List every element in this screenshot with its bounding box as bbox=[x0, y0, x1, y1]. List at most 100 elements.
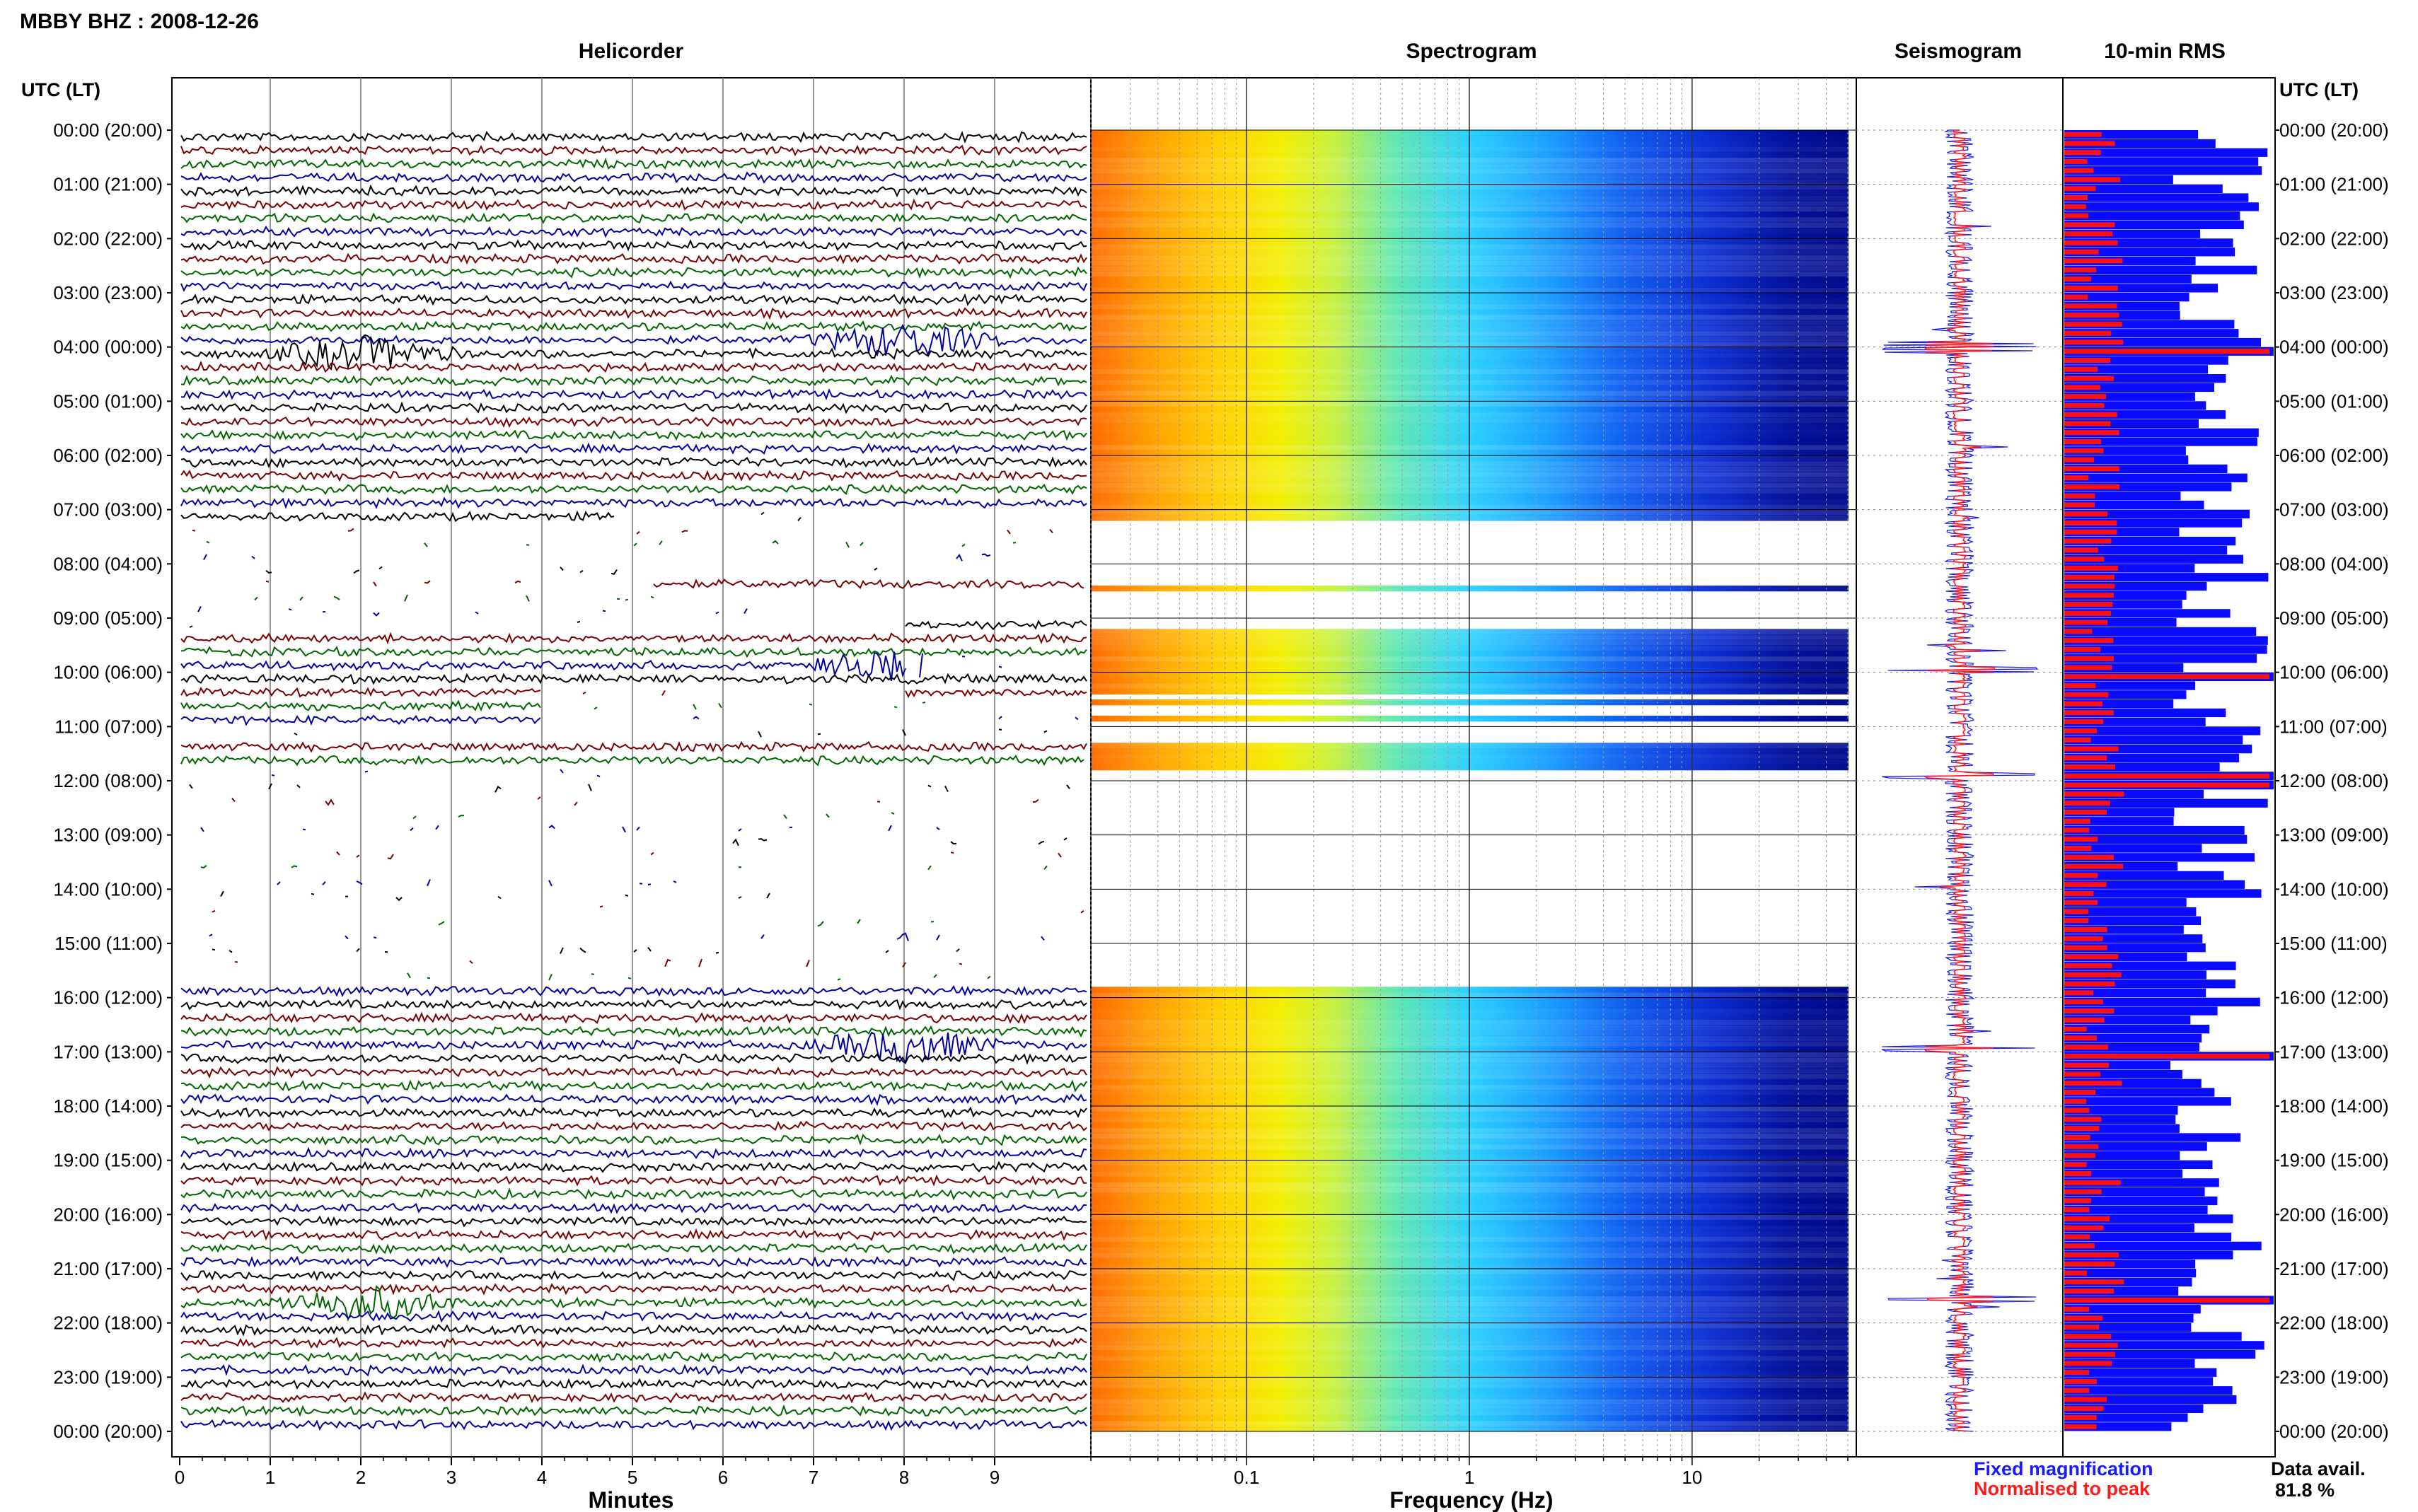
rms-bar-normalised bbox=[2064, 610, 2111, 616]
spectrogram-row bbox=[1092, 1052, 1849, 1058]
rms-bar-normalised bbox=[2064, 755, 2107, 761]
helicorder-trace bbox=[180, 1025, 1087, 1038]
rms-bar-fixed bbox=[2064, 844, 2202, 853]
rms-bar-normalised bbox=[2064, 231, 2113, 237]
rms-bar-normalised bbox=[2064, 1397, 2107, 1402]
rms-bar-normalised bbox=[2064, 1134, 2090, 1140]
rms-bar-normalised bbox=[2064, 1098, 2087, 1104]
spectrogram-row bbox=[1092, 412, 1849, 418]
spectrogram-row bbox=[1092, 342, 1849, 348]
spectrogram-row bbox=[1092, 1279, 1849, 1286]
hour-label-left: 17:00 (13:00) bbox=[53, 1041, 163, 1062]
spectrogram-row bbox=[1092, 1198, 1849, 1204]
spectrogram-row bbox=[1092, 184, 1849, 190]
rms-bar-normalised bbox=[2064, 339, 2124, 345]
helicorder-trace bbox=[180, 442, 1087, 455]
spectrogram-row bbox=[1092, 1122, 1849, 1129]
spectrogram-row bbox=[1092, 179, 1849, 185]
data-availability-value: 81.8 % bbox=[2275, 1479, 2335, 1501]
hour-label-right: 00:00 (20:00) bbox=[2279, 120, 2389, 141]
hour-label-right: 04:00 (00:00) bbox=[2279, 337, 2389, 358]
helicorder-trace bbox=[180, 470, 1087, 482]
spectrogram-row bbox=[1092, 141, 1849, 147]
minutes-tick-label: 6 bbox=[718, 1467, 728, 1488]
spectrogram-row bbox=[1092, 753, 1849, 760]
rms-bar-fixed bbox=[2064, 166, 2262, 175]
rms-bar-normalised bbox=[2064, 141, 2115, 146]
rms-bar-normalised bbox=[2064, 1234, 2090, 1240]
helicorder-trace bbox=[180, 144, 1087, 156]
rms-bar-fixed bbox=[2064, 265, 2257, 274]
rms-bar-normalised bbox=[2064, 809, 2107, 815]
rms-bar-normalised bbox=[2064, 1216, 2110, 1221]
spectrogram-row bbox=[1092, 157, 1849, 163]
rms-bar-normalised bbox=[2064, 927, 2107, 932]
spectrogram-row bbox=[1092, 1155, 1849, 1161]
rms-bar-normalised bbox=[2064, 358, 2111, 363]
rms-bar-normalised bbox=[2064, 213, 2089, 219]
helicorder-trace bbox=[180, 307, 1087, 320]
spectrogram-row bbox=[1092, 374, 1849, 380]
rms-bar-fixed bbox=[2064, 1106, 2178, 1115]
rms-bar-fixed bbox=[2064, 383, 2214, 392]
helicorder-trace bbox=[180, 1106, 1087, 1119]
hour-label-right: 12:00 (08:00) bbox=[2279, 770, 2389, 791]
hour-label-left: 18:00 (14:00) bbox=[53, 1095, 163, 1117]
spectrogram-row bbox=[1092, 260, 1849, 267]
hour-label-right: 18:00 (14:00) bbox=[2279, 1095, 2389, 1117]
hour-label-left: 16:00 (12:00) bbox=[53, 987, 163, 1008]
rms-bar-normalised bbox=[2064, 484, 2120, 489]
hour-label-right: 20:00 (16:00) bbox=[2279, 1204, 2389, 1225]
minutes-tick-label: 3 bbox=[446, 1467, 456, 1488]
rms-bar-normalised bbox=[2064, 737, 2091, 743]
hour-label-right: 06:00 (02:00) bbox=[2279, 445, 2389, 466]
spectrogram-row bbox=[1092, 255, 1849, 261]
rms-bar-fixed bbox=[2064, 871, 2224, 880]
frequency-tick-label: 1 bbox=[1464, 1467, 1474, 1488]
rms-bar-fixed bbox=[2064, 455, 2189, 465]
rms-bar-fixed bbox=[2064, 1133, 2241, 1142]
helicorder-trace bbox=[180, 293, 1087, 306]
rms-bar-fixed bbox=[2064, 1269, 2197, 1278]
rms-bar-normalised bbox=[2064, 1180, 2121, 1185]
spectrogram-row bbox=[1092, 379, 1849, 385]
rms-bar-fixed bbox=[2064, 627, 2257, 636]
spectrogram-row bbox=[1092, 1149, 1849, 1156]
hour-label-left: 20:00 (16:00) bbox=[53, 1204, 163, 1225]
rms-bar-fixed bbox=[2064, 202, 2259, 211]
rms-bar-normalised bbox=[2064, 1071, 2100, 1077]
spectrogram-row bbox=[1092, 1090, 1849, 1096]
helicorder-trace bbox=[180, 1323, 1087, 1337]
helicorder-trace bbox=[180, 239, 1087, 252]
rms-bar-normalised bbox=[2064, 963, 2112, 969]
minutes-tick-label: 5 bbox=[627, 1467, 637, 1488]
spectrogram-row bbox=[1092, 228, 1849, 234]
hour-label-left: 08:00 (04:00) bbox=[53, 553, 163, 574]
rms-bar-fixed bbox=[2064, 554, 2243, 564]
hour-label-right: 16:00 (12:00) bbox=[2279, 987, 2389, 1008]
rms-bar-fixed bbox=[2064, 735, 2243, 745]
rms-bar-normalised bbox=[2064, 1279, 2124, 1285]
spectrogram-row bbox=[1092, 1388, 1849, 1394]
hour-label-right: 10:00 (06:00) bbox=[2279, 662, 2389, 683]
rms-bar-fixed bbox=[2064, 1169, 2183, 1178]
hour-label-right: 08:00 (04:00) bbox=[2279, 553, 2389, 574]
spectrogram-row bbox=[1092, 1371, 1849, 1378]
spectrogram-row bbox=[1092, 1127, 1849, 1134]
hour-label-left: 23:00 (19:00) bbox=[53, 1366, 163, 1388]
spectrogram-row bbox=[1092, 1420, 1849, 1426]
spectrogram-row bbox=[1092, 1041, 1849, 1047]
hour-label-left: 00:00 (20:00) bbox=[53, 1421, 163, 1442]
spectrogram-row bbox=[1092, 1165, 1849, 1172]
spectrogram-row bbox=[1092, 238, 1849, 245]
rms-bar-fixed bbox=[2064, 573, 2269, 582]
spectrogram-row bbox=[1092, 992, 1849, 999]
hour-label-left: 14:00 (10:00) bbox=[53, 878, 163, 900]
spectrogram-row bbox=[1092, 1220, 1849, 1226]
minutes-tick-label: 8 bbox=[899, 1467, 909, 1488]
helicorder-trace bbox=[180, 280, 1087, 292]
spectrogram-row bbox=[1092, 661, 1849, 668]
spectrogram-row bbox=[1092, 1074, 1849, 1080]
helicorder-trace bbox=[180, 131, 1087, 144]
helicorder-trace bbox=[180, 1066, 1087, 1079]
